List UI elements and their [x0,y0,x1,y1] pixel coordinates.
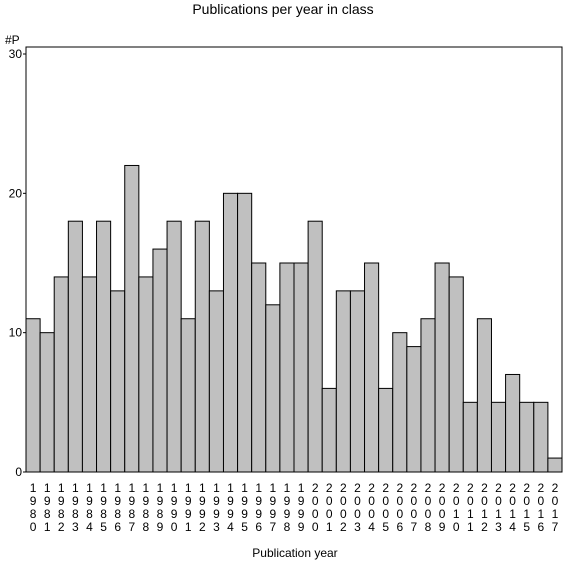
bar-2009 [434,262,450,473]
bar-1985 [96,220,112,473]
bar-2004 [364,262,380,473]
bar-2017 [547,457,563,473]
bar-1997 [265,304,281,473]
bar-2003 [349,290,366,473]
bar-1994 [222,192,239,473]
bar-1988 [138,276,154,473]
bar-1982 [53,276,69,473]
y-tick-label: 0 [15,465,22,479]
bar-1993 [208,290,224,473]
y-tick-label: 10 [9,326,23,340]
y-axis-label: #P [5,33,20,47]
x-axis-ticks: 1 9 8 0 1 9 8 1 1 9 8 2 1 9 8 3 1 9 8 4 1 9 8 5 1 9 8 6 1 9 8 7 1 9 8 8 1 9 8 9… [30,481,559,534]
bar-1996 [251,262,267,473]
bar-1999 [293,262,309,473]
bar-2005 [378,387,394,473]
bar-1989 [152,248,168,473]
bar-1984 [81,276,98,473]
bar-1986 [110,290,126,473]
bars-group [25,164,563,473]
bar-2000 [307,220,323,473]
bar-2007 [406,346,422,473]
bar-2011 [462,401,478,473]
chart-title: Publications per year in class [192,1,373,17]
bar-2013 [490,401,507,473]
bar-1981 [39,332,55,473]
bar-2008 [420,318,436,473]
bar-2012 [476,318,492,473]
x-axis-label: Publication year [252,546,337,560]
bar-2002 [335,290,351,473]
bar-1990 [166,220,182,473]
bar-2016 [533,401,549,473]
bar-2014 [505,373,521,473]
bar-1995 [237,192,253,473]
bar-1987 [124,164,140,473]
y-axis-ticks: 0 10 20 30 [9,47,26,479]
y-tick-label: 20 [9,186,23,200]
bar-1998 [279,262,295,473]
y-tick-label: 30 [9,47,23,61]
bar-1991 [180,318,196,473]
bar-2010 [448,276,464,473]
bar-1992 [194,220,210,473]
bar-1983 [67,220,83,473]
bar-2015 [519,401,535,473]
bar-2006 [392,332,408,473]
bar-1980 [25,318,41,473]
bar-2001 [321,387,337,473]
plot-frame [25,46,563,473]
